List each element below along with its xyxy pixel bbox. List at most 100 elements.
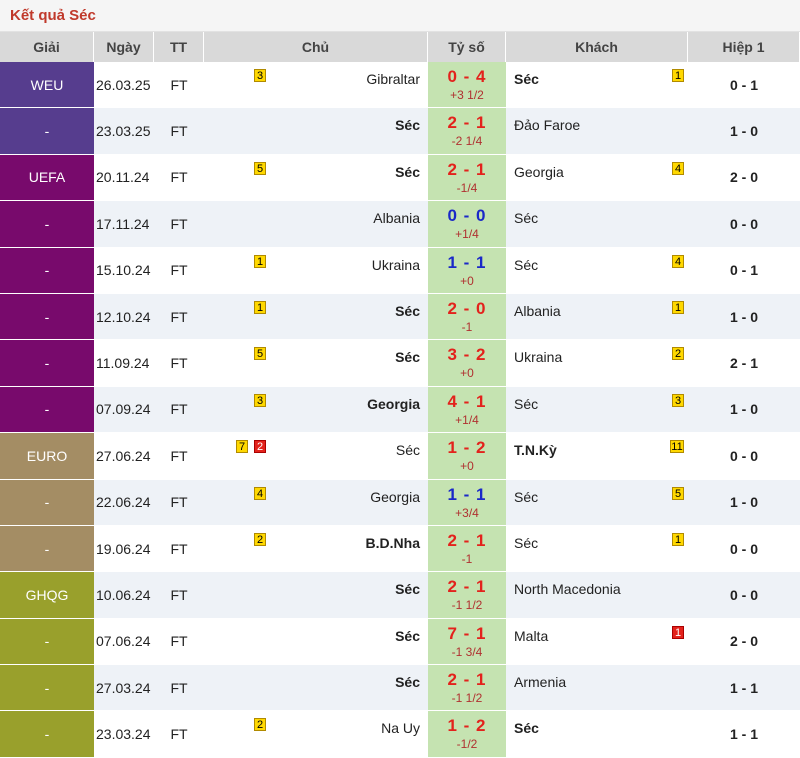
league-cell[interactable]: EURO — [0, 433, 94, 479]
home-team-cell[interactable]: Séc 5 — [204, 154, 428, 201]
league-cell[interactable]: GHQG — [0, 572, 94, 618]
league-cell[interactable]: - — [0, 247, 94, 293]
league-cell[interactable]: - — [0, 665, 94, 711]
table-row[interactable]: -23.03.25 FT Séc 2 - 1 -2 1/4 Đảo Faroe 1 - 0 — [0, 108, 800, 155]
league-cell[interactable]: - — [0, 340, 94, 386]
home-team-name[interactable]: Georgia — [367, 395, 420, 412]
score-cell[interactable]: 2 - 1 -1/4 — [428, 154, 506, 201]
league-cell[interactable]: - — [0, 479, 94, 525]
away-team-cell[interactable]: Séc 5 — [506, 479, 688, 525]
away-team-name[interactable]: North Macedonia — [514, 581, 621, 598]
final-score[interactable]: 2 - 1 — [447, 670, 487, 690]
header-score[interactable]: Tỷ số — [428, 32, 506, 62]
league-cell[interactable]: - — [0, 711, 94, 757]
home-team-cell[interactable]: Georgia 3 — [204, 386, 428, 433]
table-row[interactable]: -07.09.24 FT Georgia 3 4 - 1 +1/4 Séc 3 1 - 0 — [0, 386, 800, 434]
header-half-time[interactable]: Hiệp 1 — [688, 32, 800, 62]
away-team-cell[interactable]: Séc — [506, 201, 688, 247]
score-cell[interactable]: 2 - 1 -1 1/2 — [428, 572, 506, 618]
score-cell[interactable]: 0 - 0 +1/4 — [428, 201, 506, 247]
final-score[interactable]: 0 - 4 — [447, 67, 487, 86]
home-team-cell[interactable]: Séc 1 — [204, 293, 428, 340]
final-score[interactable]: 2 - 1 — [447, 159, 487, 179]
score-cell[interactable]: 2 - 1 -1 — [428, 525, 506, 572]
header-home[interactable]: Chủ — [204, 32, 428, 62]
table-row[interactable]: -17.11.24 FT Albania 0 - 0 +1/4 Séc 0 - 0 — [0, 201, 800, 248]
table-row[interactable]: -07.06.24 FT Séc 7 - 1 -1 3/4 Malta 1 2 - 0 — [0, 618, 800, 666]
home-team-cell[interactable]: Séc — [204, 572, 428, 618]
final-score[interactable]: 1 - 2 — [447, 716, 487, 736]
score-cell[interactable]: 2 - 0 -1 — [428, 293, 506, 340]
home-team-cell[interactable]: Albania — [204, 201, 428, 247]
score-cell[interactable]: 1 - 2 -1/2 — [428, 711, 506, 757]
league-cell[interactable]: - — [0, 618, 94, 665]
away-team-cell[interactable]: Séc 4 — [506, 247, 688, 293]
home-team-cell[interactable]: B.D.Nha 2 — [204, 525, 428, 572]
score-cell[interactable]: 0 - 4 +3 1/2 — [428, 62, 506, 108]
home-team-name[interactable]: Séc — [395, 349, 420, 366]
home-team-name[interactable]: Séc — [395, 163, 420, 180]
home-team-cell[interactable]: Séc — [204, 665, 428, 711]
final-score[interactable]: 4 - 1 — [447, 391, 487, 411]
final-score[interactable]: 3 - 2 — [447, 345, 487, 365]
home-team-cell[interactable]: Séc — [204, 108, 428, 154]
home-team-name[interactable]: Séc — [395, 117, 420, 134]
final-score[interactable]: 0 - 0 — [447, 206, 487, 226]
final-score[interactable]: 2 - 1 — [447, 113, 487, 133]
header-status[interactable]: TT — [154, 32, 204, 62]
home-team-cell[interactable]: Gibraltar 3 — [204, 62, 428, 108]
league-cell[interactable]: - — [0, 108, 94, 154]
table-row[interactable]: -15.10.24 FT Ukraina 1 1 - 1 +0 Séc 4 0 - 1 — [0, 247, 800, 294]
score-cell[interactable]: 4 - 1 +1/4 — [428, 386, 506, 433]
table-row[interactable]: EURO 27.06.24 FT Séc 7 2 1 - 2 +0 T.N.Kỳ 11 0 - 0 — [0, 433, 800, 480]
score-cell[interactable]: 2 - 1 -2 1/4 — [428, 108, 506, 154]
away-team-name[interactable]: Ukraina — [514, 349, 563, 366]
table-row[interactable]: -27.03.24 FT Séc 2 - 1 -1 1/2 Armenia 1 - 1 — [0, 665, 800, 712]
away-team-name[interactable]: Séc — [514, 534, 539, 551]
away-team-name[interactable]: Malta — [514, 627, 549, 644]
away-team-cell[interactable]: T.N.Kỳ 11 — [506, 433, 688, 479]
home-team-name[interactable]: Albania — [373, 210, 420, 227]
table-row[interactable]: -23.03.24 FT Na Uy 2 1 - 2 -1/2 Séc 1 - 1 — [0, 711, 800, 758]
away-team-name[interactable]: Armenia — [514, 674, 567, 691]
table-row[interactable]: UEFA 20.11.24 FT Séc 5 2 - 1 -1/4 Georgia 4 2 - 0 — [0, 154, 800, 202]
home-team-name[interactable]: B.D.Nha — [365, 534, 420, 551]
away-team-name[interactable]: Séc — [514, 720, 539, 737]
away-team-cell[interactable]: Georgia 4 — [506, 154, 688, 201]
final-score[interactable]: 2 - 0 — [447, 298, 487, 318]
final-score[interactable]: 1 - 1 — [447, 252, 487, 272]
home-team-cell[interactable]: Séc 7 2 — [204, 433, 428, 479]
away-team-name[interactable]: Đảo Faroe — [514, 117, 581, 134]
away-team-cell[interactable]: Séc 1 — [506, 62, 688, 108]
away-team-name[interactable]: Georgia — [514, 163, 564, 180]
away-team-name[interactable]: Séc — [514, 71, 539, 87]
home-team-name[interactable]: Georgia — [370, 488, 420, 505]
away-team-name[interactable]: Albania — [514, 302, 561, 319]
away-team-name[interactable]: Séc — [514, 210, 539, 227]
table-row[interactable]: GHQG 10.06.24 FT Séc 2 - 1 -1 1/2 North Macedo… — [0, 572, 800, 619]
away-team-cell[interactable]: North Macedonia — [506, 572, 688, 618]
home-team-cell[interactable]: Na Uy 2 — [204, 711, 428, 757]
table-row[interactable]: -12.10.24 FT Séc 1 2 - 0 -1 Albania 1 1 - 0 — [0, 293, 800, 341]
score-cell[interactable]: 3 - 2 +0 — [428, 340, 506, 386]
home-team-cell[interactable]: Georgia 4 — [204, 479, 428, 525]
away-team-cell[interactable]: Séc 3 — [506, 386, 688, 433]
home-team-name[interactable]: Séc — [395, 581, 420, 598]
score-cell[interactable]: 7 - 1 -1 3/4 — [428, 618, 506, 665]
table-row[interactable]: -22.06.24 FT Georgia 4 1 - 1 +3/4 Séc 5 1 - 0 — [0, 479, 800, 526]
away-team-cell[interactable]: Đảo Faroe — [506, 108, 688, 154]
away-team-name[interactable]: Séc — [514, 488, 539, 505]
table-row[interactable]: -19.06.24 FT B.D.Nha 2 2 - 1 -1 Séc 1 0 - 0 — [0, 525, 800, 573]
home-team-name[interactable]: Séc — [395, 627, 420, 644]
home-team-name[interactable]: Na Uy — [381, 720, 420, 737]
home-team-cell[interactable]: Ukraina 1 — [204, 247, 428, 293]
home-team-name[interactable]: Séc — [395, 442, 420, 459]
score-cell[interactable]: 2 - 1 -1 1/2 — [428, 665, 506, 711]
final-score[interactable]: 7 - 1 — [447, 623, 487, 643]
home-team-cell[interactable]: Séc — [204, 618, 428, 665]
away-team-name[interactable]: Séc — [514, 395, 539, 412]
header-date[interactable]: Ngày — [94, 32, 154, 62]
league-cell[interactable]: UEFA — [0, 154, 94, 201]
score-cell[interactable]: 1 - 2 +0 — [428, 433, 506, 479]
away-team-cell[interactable]: Ukraina 2 — [506, 340, 688, 386]
